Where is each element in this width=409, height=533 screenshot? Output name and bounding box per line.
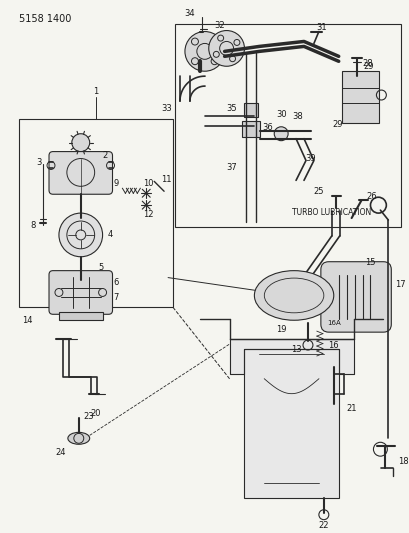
Text: 20: 20 [90,409,101,418]
Text: 13: 13 [290,344,301,353]
Circle shape [59,213,102,257]
Text: 18: 18 [397,457,407,466]
Text: 17: 17 [394,280,405,289]
Ellipse shape [68,432,90,445]
Text: 26: 26 [365,192,376,201]
Text: 11: 11 [160,175,171,184]
FancyBboxPatch shape [49,271,112,314]
Text: 19: 19 [275,325,286,334]
Text: 23: 23 [83,412,94,421]
Text: 35: 35 [226,104,236,114]
Text: 16A: 16A [326,320,340,326]
Text: 29: 29 [362,62,373,71]
Text: 31: 31 [316,23,326,32]
Text: 6: 6 [114,278,119,287]
Circle shape [208,30,244,66]
Ellipse shape [254,271,333,320]
Circle shape [274,127,288,141]
Text: 28: 28 [361,59,372,68]
Text: 21: 21 [346,404,356,413]
Bar [341,71,378,123]
Polygon shape [229,339,353,374]
Circle shape [184,31,224,71]
Text: TURBO LUBRICATION: TURBO LUBRICATION [291,208,371,217]
Circle shape [72,134,90,151]
Text: 25: 25 [313,187,324,196]
Bar [59,312,102,320]
Text: 22: 22 [318,521,328,530]
Text: 30: 30 [275,110,286,119]
Text: 15: 15 [364,258,375,267]
Text: 12: 12 [143,209,153,219]
Text: 4: 4 [108,230,113,239]
Text: 7: 7 [114,293,119,302]
Bar [244,349,338,498]
Text: 10: 10 [143,179,153,188]
Text: 14: 14 [22,316,32,325]
Text: 16: 16 [328,341,338,350]
Text: 8: 8 [30,221,36,230]
Text: 2: 2 [102,151,107,160]
Text: 5: 5 [98,263,103,272]
Text: 33: 33 [161,104,172,114]
Text: 9: 9 [114,179,119,188]
Text: 38: 38 [292,112,303,122]
Text: 1: 1 [93,86,99,95]
Text: 37: 37 [226,163,236,172]
Text: 29: 29 [332,120,342,130]
Text: 24: 24 [56,448,66,457]
Text: 34: 34 [184,9,195,18]
Text: 39: 39 [305,154,315,163]
Text: 36: 36 [261,123,272,132]
FancyBboxPatch shape [320,262,390,332]
Text: 32: 32 [214,21,225,30]
Bar [244,103,258,117]
FancyBboxPatch shape [49,151,112,194]
Bar [175,23,400,227]
Text: 5158 1400: 5158 1400 [19,14,72,23]
Bar [19,119,173,308]
Bar [242,121,260,136]
Text: 3: 3 [36,158,42,167]
